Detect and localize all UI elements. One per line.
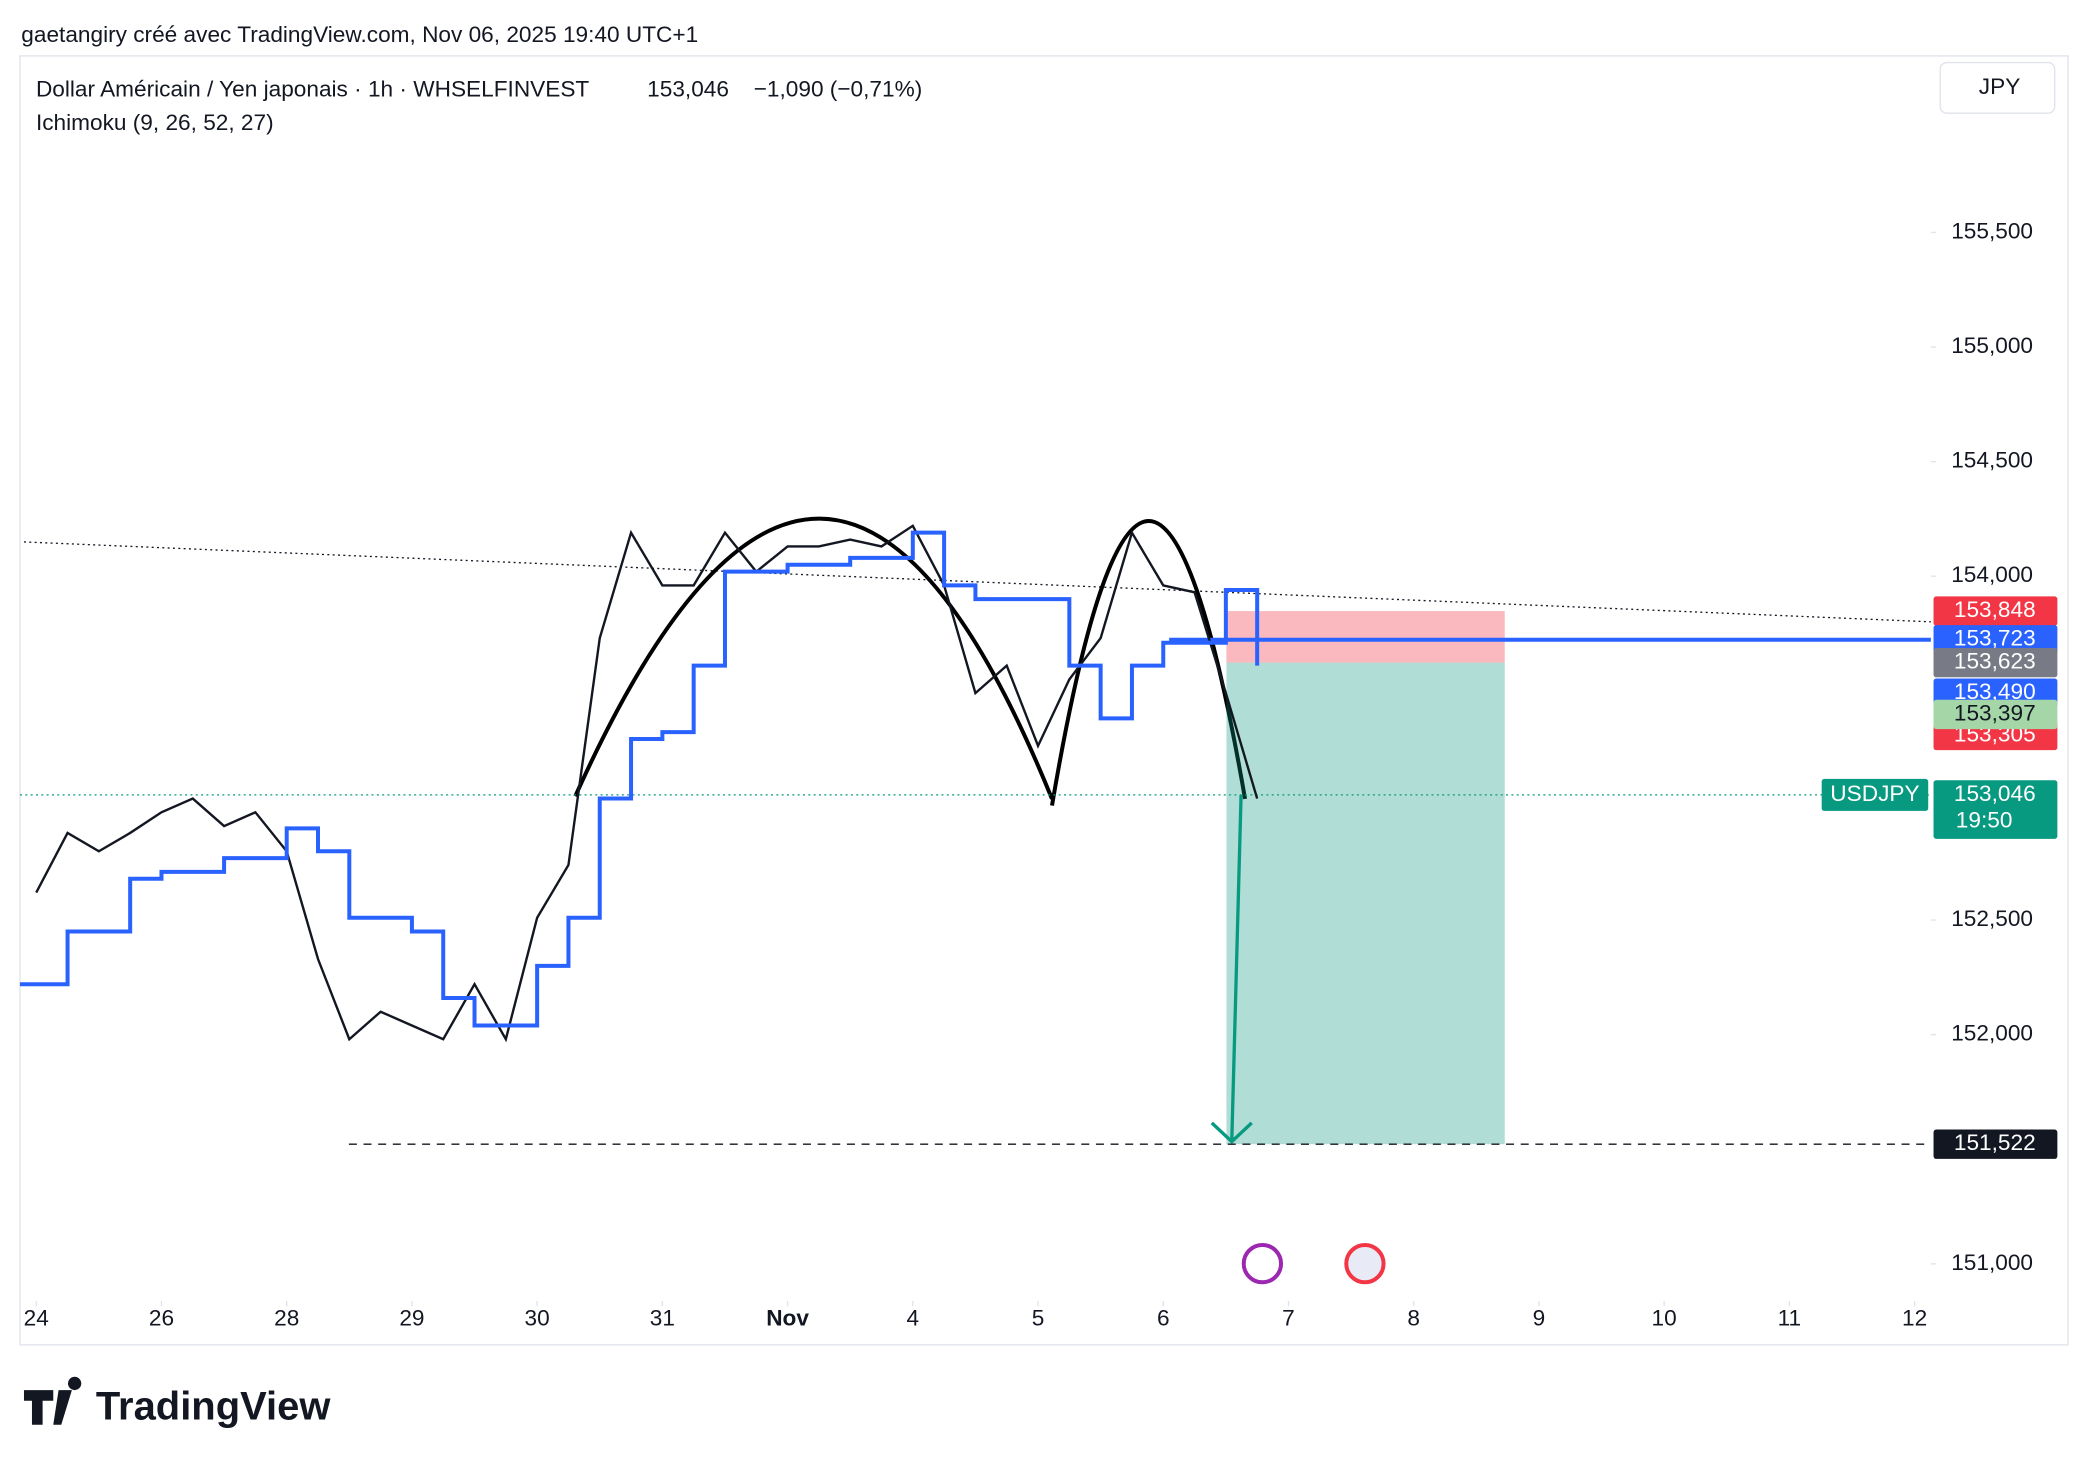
y-tick-label: 155,500 (1951, 218, 2033, 243)
y-tick-label: 151,000 (1951, 1250, 2033, 1275)
x-tick-label: 12 (1902, 1306, 1927, 1331)
currency[interactable]: JPY (1979, 74, 2021, 99)
stop-zone (1226, 611, 1505, 663)
last-price-badge (1933, 780, 2058, 839)
indicator: Ichimoku (9, 26, 52, 27) (36, 110, 274, 135)
y-tick-label: 152,500 (1951, 906, 2033, 931)
logo: TradingView (23, 1376, 331, 1428)
logo-text: TradingView (96, 1384, 331, 1428)
last-price-time: 19:50 (1956, 808, 2013, 833)
price-badge-label: 151,522 (1954, 1130, 2036, 1155)
x-tick-label: 4 (907, 1306, 920, 1331)
symbol: Dollar Américain / Yen japonais · 1h · W… (36, 77, 589, 102)
last-price-label: 153,046 (1954, 781, 2036, 806)
trend-line (23, 541, 1931, 623)
price-badge (1933, 699, 2058, 730)
logo-mark (23, 1376, 82, 1425)
arc-drawing (573, 516, 1054, 800)
x-tick-label: 6 (1157, 1306, 1170, 1331)
y-tick-label: 154,500 (1951, 448, 2033, 473)
x-tick-label: 11 (1778, 1306, 1802, 1331)
arrow (1210, 794, 1253, 1144)
x-tick-label: 24 (24, 1306, 49, 1331)
y-tick-label: 155,000 (1951, 333, 2033, 358)
x-tick-label: 5 (1032, 1306, 1045, 1331)
price-badge-label: 153,848 (1954, 597, 2036, 622)
credit: gaetangiry créé avec TradingView.com, No… (21, 22, 698, 47)
price-badge-label: 153,397 (1954, 700, 2036, 725)
x-tick-label: 7 (1282, 1306, 1295, 1331)
price-badge (1933, 625, 2058, 655)
price-badge-label: 153,723 (1954, 626, 2036, 651)
event-icon[interactable] (1344, 1242, 1386, 1285)
x-tick-label: 29 (399, 1306, 424, 1331)
ticker-label: USDJPY (1830, 781, 1919, 806)
last: 153,046 (647, 77, 729, 102)
y-tick-label: 154,000 (1951, 562, 2033, 587)
x-tick-label: Nov (766, 1306, 809, 1331)
x-tick-label: 9 (1533, 1306, 1546, 1331)
price-badge-label: 153,623 (1954, 649, 2036, 674)
x-tick-label: 28 (274, 1306, 299, 1331)
event-icon[interactable] (1241, 1242, 1284, 1285)
x-tick-label: 8 (1407, 1306, 1420, 1331)
target-zone (1226, 662, 1505, 1145)
series-line (19, 530, 1260, 1028)
series-line (35, 524, 1259, 1043)
x-tick-label: 26 (149, 1306, 174, 1331)
frame (19, 55, 2069, 1346)
x-tick-label: 30 (525, 1306, 550, 1331)
price-badge (1933, 1129, 2058, 1159)
price-badge (1933, 647, 2058, 678)
x-tick-label: 31 (650, 1306, 675, 1331)
x-tick-label: 10 (1652, 1306, 1677, 1331)
ticker-badge (1821, 778, 1929, 811)
price-badge (1933, 596, 2058, 626)
y-tick-label: 152,000 (1951, 1021, 2033, 1046)
change: −1,090 (−0,71%) (754, 77, 923, 102)
currency-button[interactable] (1939, 61, 2056, 114)
